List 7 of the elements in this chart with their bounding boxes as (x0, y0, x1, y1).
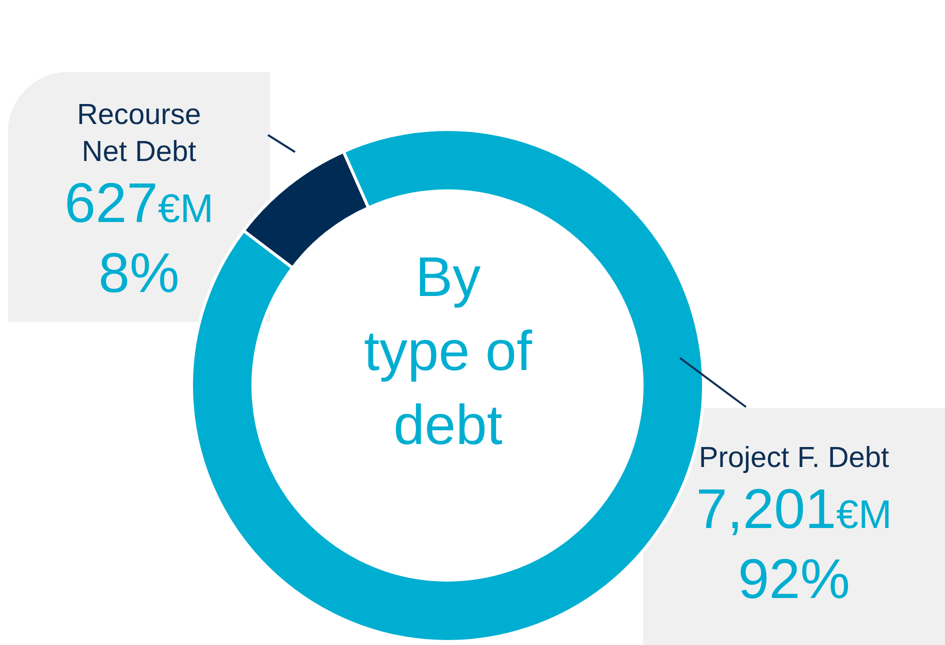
text: 92% (736, 547, 852, 611)
slice-label: Project F. Debt (698, 441, 890, 476)
text: By type of debt (362, 244, 534, 458)
data-label: 7,201€M (695, 477, 893, 542)
data-label: 627€M (63, 171, 214, 236)
slice-label: Recourse Net Debt (76, 98, 202, 170)
text: 8% (98, 241, 180, 305)
